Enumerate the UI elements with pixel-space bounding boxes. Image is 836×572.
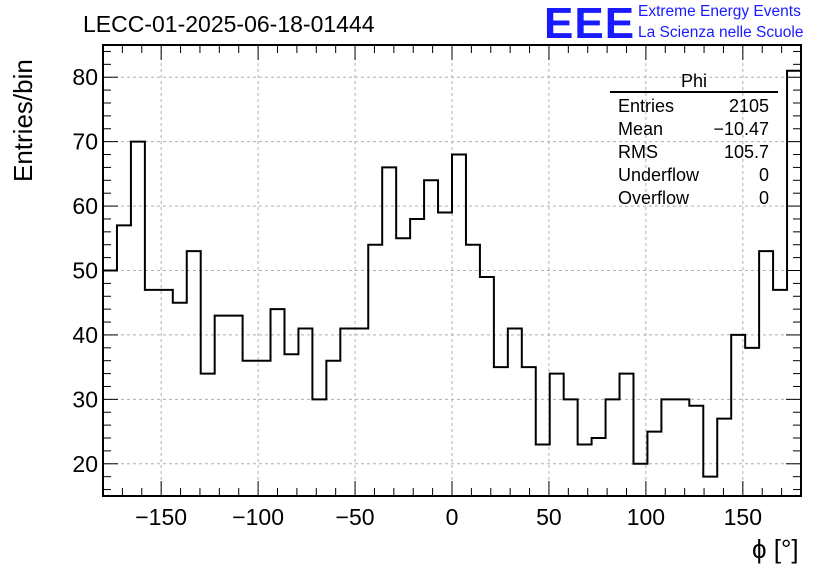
histogram-bin <box>703 477 717 496</box>
stats-title: Phi <box>610 72 778 93</box>
histogram-bin <box>326 361 340 496</box>
x-tick-label: 0 <box>446 504 459 530</box>
y-tick-label: 80 <box>72 64 98 90</box>
x-tick-label: 100 <box>627 504 665 530</box>
histogram-bin <box>229 316 243 496</box>
stats-value: −10.47 <box>713 119 769 139</box>
histogram-bin <box>424 180 438 496</box>
y-tick-label: 50 <box>72 258 98 284</box>
histogram-bin <box>564 399 578 496</box>
stats-label: Entries <box>618 96 675 116</box>
histogram-bin <box>131 142 145 496</box>
histogram-step-line <box>103 69 801 478</box>
histogram-bin <box>284 354 298 496</box>
stats-box: Phi Entries 2105 Mean −10.47 RMS 105.7 U… <box>610 72 778 210</box>
histogram-bin <box>103 271 117 497</box>
histogram-bin <box>368 245 382 496</box>
histogram-bin <box>508 328 522 496</box>
histogram-bin <box>298 328 312 496</box>
histogram-bin <box>536 444 550 496</box>
histogram-bin <box>759 251 773 496</box>
stats-value: 105.7 <box>723 142 769 162</box>
logo-line-1: Extreme Energy Events <box>638 3 801 20</box>
histogram-bin <box>410 219 424 496</box>
y-tick-label: 40 <box>72 322 98 348</box>
histogram-bin <box>606 399 620 496</box>
histogram-bin <box>592 438 606 496</box>
histogram-bin <box>257 361 271 496</box>
stats-label: Overflow <box>618 188 690 208</box>
x-tick-label: −150 <box>135 504 187 530</box>
histogram-bin <box>480 277 494 496</box>
stats-row-entries: Entries 2105 <box>610 95 778 118</box>
histogram-bin <box>354 328 368 496</box>
histogram-bin <box>620 374 634 496</box>
histogram-bin <box>773 290 787 496</box>
histogram-bin <box>117 225 131 496</box>
histogram-bin <box>494 367 508 496</box>
histogram-bin <box>243 361 257 496</box>
histogram-bin <box>438 213 452 496</box>
histogram-bin <box>550 374 564 496</box>
y-tick-label: 60 <box>72 193 98 219</box>
stats-label: Mean <box>618 119 664 139</box>
histogram-bin <box>745 348 759 496</box>
stats-value: 0 <box>758 188 769 208</box>
histogram-bin <box>689 406 703 496</box>
x-tick-label: 150 <box>724 504 762 530</box>
stats-value: 0 <box>758 165 769 185</box>
histogram-bin <box>396 238 410 496</box>
run-title: LECC-01-2025-06-18-01444 <box>83 11 375 37</box>
histogram-bin <box>661 399 675 496</box>
histogram-bin <box>215 316 229 496</box>
x-tick-label: −50 <box>336 504 375 530</box>
histogram-bin <box>717 419 731 496</box>
eee-logo: EEE <box>544 0 636 48</box>
stats-row-overflow: Overflow 0 <box>610 187 778 210</box>
histogram-bin <box>633 464 647 496</box>
histogram-bin <box>675 399 689 496</box>
x-tick-label: 50 <box>536 504 562 530</box>
histogram-bin <box>201 374 215 496</box>
x-axis-label: ϕ [°] <box>752 534 799 564</box>
stats-row-underflow: Underflow 0 <box>610 164 778 187</box>
stats-label: RMS <box>618 142 658 162</box>
histogram-bin <box>312 399 326 496</box>
x-tick-label: −100 <box>232 504 284 530</box>
y-tick-label: 70 <box>72 129 98 155</box>
histogram-bin <box>187 251 201 496</box>
histogram-bin <box>522 367 536 496</box>
histogram-bin <box>466 245 480 496</box>
y-tick-label: 20 <box>72 451 98 477</box>
stats-row-rms: RMS 105.7 <box>610 141 778 164</box>
histogram-bin <box>382 167 396 496</box>
histogram-bin <box>340 328 354 496</box>
histogram-bin <box>271 309 285 496</box>
histogram-bin <box>578 444 592 496</box>
stats-row-mean: Mean −10.47 <box>610 118 778 141</box>
y-axis-label: Entries/bin <box>8 59 38 182</box>
logo-line-2: La Scienza nelle Scuole <box>638 24 804 41</box>
stats-label: Underflow <box>618 165 700 185</box>
histogram-bin <box>145 290 159 496</box>
stats-value: 2105 <box>728 96 769 116</box>
histogram-bin <box>173 303 187 496</box>
y-tick-label: 30 <box>72 386 98 412</box>
